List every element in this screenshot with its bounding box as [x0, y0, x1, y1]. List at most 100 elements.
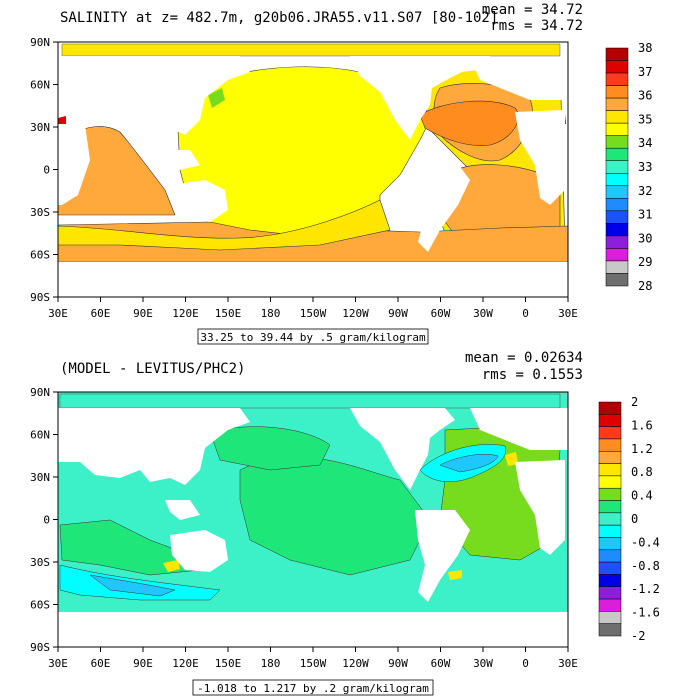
panel-1-colorbar-label: 36: [638, 89, 652, 103]
southern-ocean-fresh: [58, 199, 391, 251]
panel-1-ytick-label: 0: [43, 164, 50, 177]
panel-1-colorbar-swatch: [605, 210, 629, 224]
panel-2-ytick-label: 30S: [30, 556, 50, 569]
north-pacific-positive: [209, 426, 331, 471]
panel-1-xtick-label: 120E: [172, 307, 199, 320]
panel-1-colorbar-swatch: [605, 97, 629, 111]
panel-2-xtick-label: 120W: [342, 657, 369, 670]
north-polar-region: [61, 43, 561, 57]
panel-2-colorbar-swatch: [598, 598, 622, 612]
panel-2-colorbar-label: -2: [631, 629, 645, 643]
panel-1-xtick-label: 150W: [300, 307, 327, 320]
panel-1-colorbar-swatch: [605, 122, 629, 136]
southern-ocean-negative: [59, 564, 221, 601]
panel-2-colorbar-swatch: [598, 500, 622, 514]
panel-2-colorbar-label: 0: [631, 512, 638, 526]
panel-1-colorbar-swatch: [605, 147, 629, 161]
panel-1-colorbar-label: 32: [638, 184, 652, 198]
panel-1-colorbar-swatch: [605, 85, 629, 99]
panel-2-colorbar-label: -0.4: [631, 535, 660, 549]
panel-2-xtick-label: 90E: [133, 657, 153, 670]
sea-of-japan: [208, 88, 225, 108]
panel-1-colorbar-label: 34: [638, 136, 652, 150]
australia-land-2: [170, 530, 228, 572]
indian-hotspot: [163, 560, 180, 572]
panel-2-xtick-label: 180: [261, 657, 281, 670]
panel-2-xtick-label: 60W: [431, 657, 451, 670]
panel-2-colorbar-swatch: [598, 623, 622, 637]
panel-2-range-box: [192, 679, 434, 696]
panel-1-colorbar-swatch: [605, 160, 629, 174]
panel-1-colorbar-label: 28: [638, 279, 652, 293]
panel-2-xtick-label: 150E: [215, 657, 242, 670]
panel-1-colorbar-swatch: [605, 47, 629, 61]
panel-1-colorbar-label: 33: [638, 160, 652, 174]
panel-1-colorbar-swatch: [605, 72, 629, 86]
panel-1-xtick-label: 30E: [558, 307, 578, 320]
panel-1-xtick-label: 30W: [473, 307, 493, 320]
panel-2-colorbar-swatch: [598, 487, 622, 501]
mediterranean-positive: [505, 452, 518, 466]
south-atlantic-positive: [448, 570, 462, 580]
panel-2-xtick-label: 120E: [172, 657, 199, 670]
panel-1-map: [58, 43, 568, 297]
panel-2-range-text: -1.018 to 1.217 by .2 gram/kilogram: [197, 682, 429, 695]
panel-2-colorbar-swatch: [598, 414, 622, 427]
panel-2-colorbar: 2 1.6 1.2 0.8 0.4 0 -0.4 -0.8 -1.2 -1.6 -2: [598, 395, 660, 643]
panel-salinity: SALINITY at z= 482.7m, g20b06.JRA55.v11.…: [30, 2, 652, 345]
panel-1-ytick-label: 90S: [30, 291, 50, 304]
panel-2-colorbar-label: -0.8: [631, 559, 660, 573]
panel-1-colorbar-swatch: [605, 60, 629, 74]
land-masses-2: [58, 408, 568, 647]
panel-2-xtick-label: 30E: [48, 657, 68, 670]
panel-1-range-text: 33.25 to 39.44 by .5 gram/kilogram: [200, 331, 426, 344]
panel-2-colorbar-label: 1.6: [631, 418, 653, 432]
panel-1-colorbar-swatch: [605, 173, 629, 187]
panel-1-xtick-label: 90W: [388, 307, 408, 320]
panel-2-xtick-label: 150W: [300, 657, 327, 670]
panel-2-colorbar-swatch: [598, 463, 622, 477]
panel-1-range-box: [197, 328, 429, 345]
panel-1-ytick-label: 30S: [30, 206, 50, 219]
panel-1-ytick-label: 90N: [30, 36, 50, 49]
panel-1-ytick-label: 30N: [30, 121, 50, 134]
southern-ocean-core: [89, 574, 176, 597]
panel-2-colorbar-swatch: [598, 561, 622, 575]
panel-2-colorbar-swatch: [598, 574, 622, 587]
panel-2-colorbar-swatch: [598, 512, 622, 526]
panel-2-colorbar-label: 2: [631, 395, 638, 409]
greenland-land: [445, 56, 490, 72]
europe-land: [470, 58, 568, 100]
panel-2-ytick-label: 30N: [30, 471, 50, 484]
panel-1-colorbar-swatch: [605, 273, 629, 287]
north-america-land: [350, 56, 470, 140]
panel-1-ytick-label: 60N: [30, 79, 50, 92]
europe-land-2: [470, 408, 568, 450]
gulf-stream-core: [439, 454, 499, 473]
panel-1-xtick-label: 180: [261, 307, 281, 320]
panel-2-xtick-label: 90W: [388, 657, 408, 670]
panel-2-colorbar-label: -1.2: [631, 582, 660, 596]
panel-2-rms: rms = 0.1553: [482, 367, 583, 383]
panel-2-ytick-label: 90N: [30, 386, 50, 399]
panel-1-colorbar-swatch: [605, 235, 629, 249]
panel-2-mean: mean = 0.02634: [465, 350, 583, 366]
panel-2-axes: 30E 60E 90E 120E 150E 180 150W 120W 90W 60W 30W 0 30…: [30, 386, 578, 670]
panel-1-colorbar: 38 37 36 35 34 33 32 31 30 29 28: [605, 41, 652, 293]
panel-1-colorbar-swatch: [605, 248, 629, 262]
panel-1-colorbar-label: 38: [638, 41, 652, 55]
panel-2-colorbar-label: 0.4: [631, 489, 653, 503]
panel-difference: (MODEL - LEVITUS/PHC2) mean = 0.02634 rm…: [30, 350, 660, 696]
australia-land: [170, 180, 228, 222]
panel-2-colorbar-swatch: [598, 438, 622, 452]
africa-west-land: [58, 125, 90, 205]
africa-land: [515, 110, 565, 205]
south-america-land-2: [415, 510, 470, 602]
panel-1-colorbar-label: 35: [638, 112, 652, 126]
panel-2-colorbar-swatch: [598, 401, 622, 415]
south-america-land: [415, 160, 470, 252]
panel-2-colorbar-swatch: [598, 537, 622, 551]
asia-land: [58, 56, 250, 135]
panel-2-xtick-label: 30E: [558, 657, 578, 670]
